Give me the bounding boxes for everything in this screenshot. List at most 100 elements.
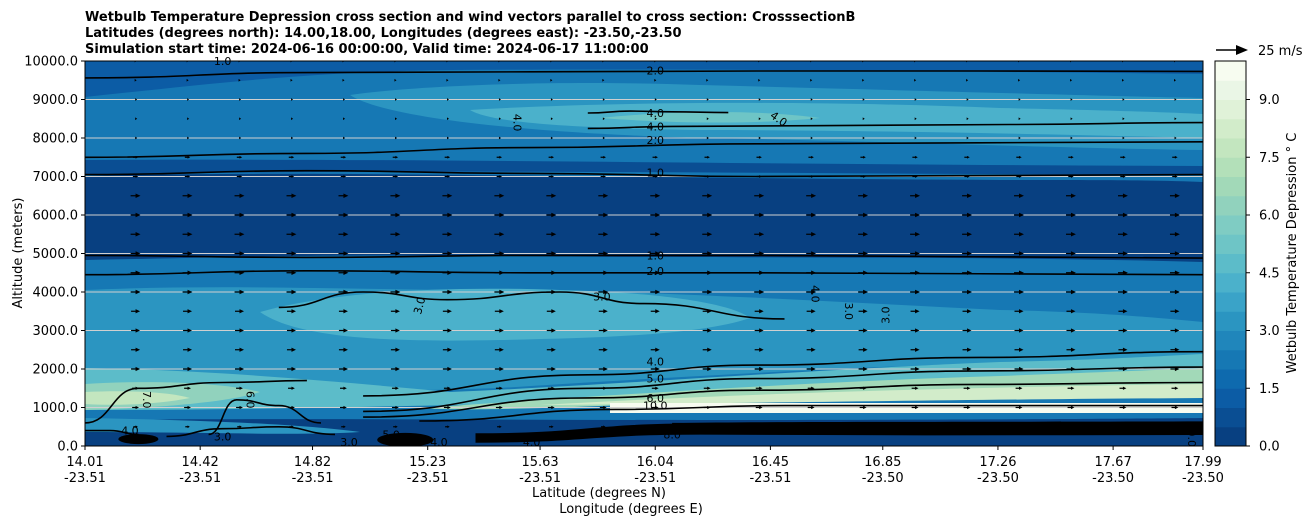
wind-vector-331 — [966, 136, 969, 140]
wind-vector-146 — [1170, 309, 1180, 314]
wind-vector-134 — [546, 309, 556, 314]
wind-vector-112 — [494, 328, 504, 333]
y-tick-label-8: 8000.0 — [33, 132, 79, 147]
contour-label-11: 3.0 — [593, 291, 611, 304]
wind-vector-138 — [754, 309, 764, 314]
contour-label-text-10: 3.0 — [411, 295, 428, 315]
wind-vector-270 — [1066, 193, 1076, 199]
wind-vector-195 — [442, 251, 453, 256]
wind-vector-316 — [187, 136, 190, 140]
wind-vector-391 — [810, 78, 813, 82]
wind-vector-247 — [962, 212, 972, 218]
x-tick-label-lat-4: 15.63 — [521, 455, 558, 470]
wind-vector-294 — [132, 155, 139, 159]
wind-vector-317 — [239, 136, 242, 140]
wind-vector-296 — [236, 155, 243, 159]
wind-vector-102 — [1066, 347, 1076, 352]
contour-label-text-21: 4.0 — [121, 425, 139, 438]
wind-vector-345 — [602, 117, 605, 121]
wind-vector-304 — [652, 155, 658, 159]
wind-vector-350 — [862, 117, 865, 121]
wind-vector-392 — [862, 78, 865, 82]
contour-label-28: 0.0 — [1185, 430, 1198, 448]
wind-vector-290 — [1016, 175, 1022, 178]
wind-vector-310 — [964, 155, 970, 159]
wind-vector-252 — [130, 193, 141, 199]
wind-vector-395 — [1018, 78, 1021, 82]
wind-vector-152 — [390, 289, 401, 295]
wind-vector-254 — [234, 193, 245, 199]
wind-vector-224 — [858, 231, 869, 237]
x-tick-label-lat-8: 17.26 — [979, 455, 1016, 470]
colorbar-segment-13 — [1215, 176, 1246, 197]
wind-vector-235 — [338, 212, 349, 218]
wind-vector-232 — [182, 212, 193, 218]
wind-vector-94 — [650, 347, 660, 352]
wind-vector-123 — [1066, 328, 1076, 333]
colorbar-segment-18 — [1215, 80, 1246, 100]
y-tick-label-2: 2000.0 — [33, 363, 79, 378]
stacked-contour-knot — [377, 432, 434, 446]
y-tick-label-4: 4000.0 — [33, 286, 79, 301]
wind-vector-338 — [239, 117, 242, 121]
wind-vector-324 — [602, 136, 605, 140]
wind-vector-16 — [964, 425, 970, 429]
wind-vector-20 — [1172, 425, 1178, 429]
wind-vector-279 — [444, 175, 451, 178]
wind-vector-67 — [338, 366, 348, 372]
wind-vector-267 — [910, 193, 921, 199]
wind-vector-77 — [858, 366, 868, 372]
wind-vector-119 — [858, 328, 868, 333]
wind-vector-185 — [1014, 270, 1024, 276]
wind-vector-386 — [550, 78, 553, 82]
wind-vector-33 — [755, 405, 763, 410]
wind-vector-275 — [236, 175, 243, 178]
wind-vector-150 — [286, 289, 297, 295]
wind-vector-135 — [598, 309, 608, 314]
contour-label-text-22: 3.0 — [214, 430, 232, 443]
contour-line-1-0-5 — [85, 254, 1203, 259]
wind-vector-259 — [494, 193, 505, 199]
wind-vector-158 — [702, 289, 713, 295]
wind-vector-358 — [187, 98, 190, 101]
y-tick-label-9: 9000.0 — [33, 93, 79, 108]
wind-vector-342 — [446, 117, 449, 121]
contour-label-text-27: 8.0 — [663, 428, 681, 441]
wind-vector-109 — [338, 328, 348, 333]
wind-vector-348 — [758, 117, 761, 121]
colorbar-frame — [1214, 60, 1247, 447]
wind-vector-248 — [1014, 212, 1024, 218]
wind-vector-334 — [1122, 136, 1125, 140]
wind-vector-35 — [859, 405, 867, 410]
contour-label-16: 5.0 — [646, 373, 664, 386]
wind-vector-265 — [806, 193, 817, 199]
wind-vector-302 — [548, 155, 555, 159]
wind-vector-372 — [914, 98, 917, 101]
wind-vector-280 — [496, 175, 503, 178]
colorbar-tick-label-6: 9.0 — [1259, 93, 1280, 108]
wind-vector-101 — [1014, 347, 1024, 352]
wind-vector-19 — [1120, 425, 1126, 429]
contour-label-17: 6.0 — [646, 392, 664, 405]
wind-vector-47 — [391, 386, 399, 390]
contour-label-24: 5.0 — [382, 428, 400, 441]
colorbar-segment-9 — [1215, 253, 1246, 274]
wind-vector-53 — [703, 386, 711, 390]
wind-vector-285 — [756, 175, 762, 178]
contour-line-4-0-2 — [587, 121, 1203, 130]
colorbar-tick-label-4: 6.0 — [1259, 209, 1280, 224]
contour-label-text-2: 4.0 — [511, 114, 524, 132]
wind-vector-63 — [131, 366, 141, 372]
wind-vector-389 — [706, 78, 709, 82]
contour-line-1-0-4 — [85, 169, 1203, 178]
wind-vector-61 — [1119, 386, 1127, 390]
wind-vector-385 — [498, 78, 501, 82]
wind-vector-103 — [1118, 347, 1128, 352]
wind-vector-90 — [442, 347, 452, 352]
wind-vector-82 — [1118, 366, 1128, 372]
contour-line-10-0-11 — [419, 404, 1203, 422]
wind-vector-10 — [652, 425, 658, 429]
wind-vector-369 — [758, 98, 761, 101]
wind-vector-186 — [1066, 270, 1076, 276]
wind-vector-381 — [290, 78, 293, 82]
